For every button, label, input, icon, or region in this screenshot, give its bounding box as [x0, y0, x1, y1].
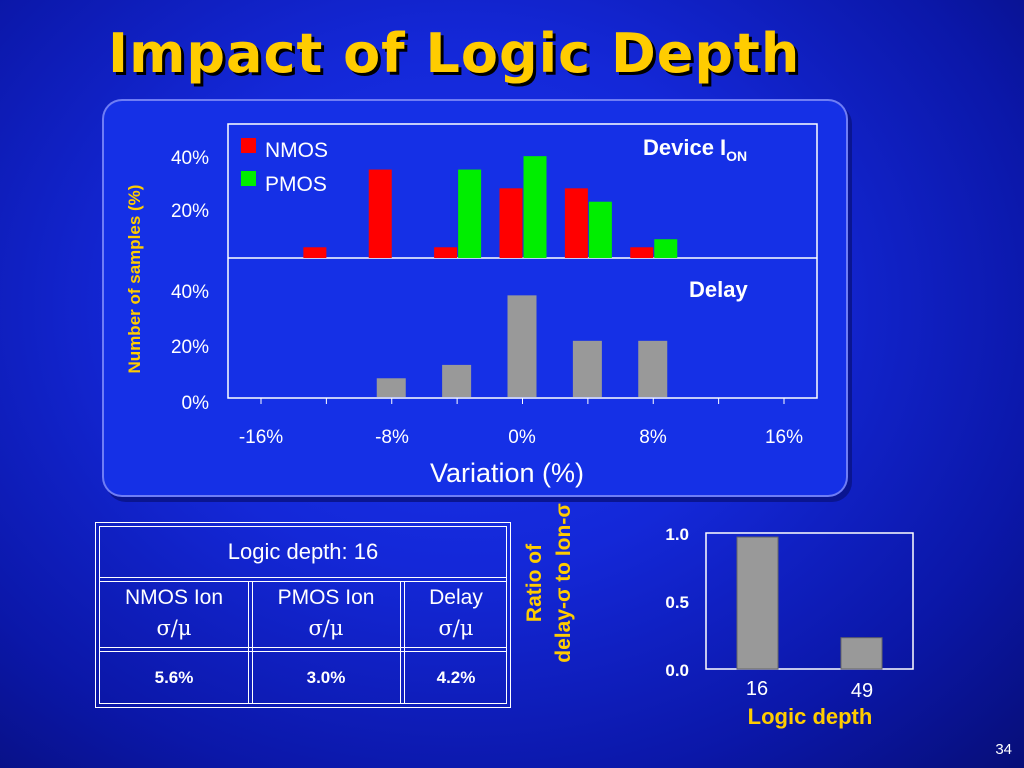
table-header: PMOS Ion σ/μ: [252, 583, 400, 647]
bar-nmos: [499, 188, 523, 258]
bar-nmos: [630, 247, 654, 258]
slide-title: Impact of Logic Depth: [108, 22, 801, 85]
bar-pmos: [654, 239, 678, 258]
ion-bars: [303, 156, 678, 258]
legend-swatch-nmos: [241, 138, 256, 153]
bar-nmos: [564, 188, 588, 258]
ratio-y-tick-0: 0.0: [665, 661, 689, 680]
ratio-x-tick-16: 16: [746, 678, 768, 700]
table-header: Delay σ/μ: [404, 583, 508, 647]
bar-delay: [376, 378, 406, 397]
header-unit: σ/μ: [438, 616, 474, 640]
ratio-x-tick-49: 49: [851, 680, 873, 702]
bar-delay: [572, 340, 602, 397]
legend-swatch-pmos: [241, 171, 256, 186]
x-tick-marks: [260, 398, 785, 404]
header-unit: σ/μ: [308, 616, 344, 640]
header-label: Delay: [429, 586, 483, 609]
bar-pmos: [588, 201, 612, 258]
ratio-bar: [736, 536, 779, 670]
x-tick-label: 8%: [639, 427, 667, 448]
page-number: 34: [995, 741, 1012, 758]
header-unit: σ/μ: [156, 616, 192, 640]
y-tick-delay-0: 0%: [182, 393, 210, 414]
bar-delay: [442, 364, 472, 397]
table-value-pmos: 3.0%: [306, 668, 346, 687]
y-tick-ion-40: 40%: [171, 148, 209, 169]
delay-bars: [376, 295, 668, 397]
header-label: PMOS Ion: [277, 586, 375, 609]
x-tick-label: 0%: [508, 427, 536, 448]
table-value-nmos: 5.6%: [154, 668, 194, 687]
x-tick-label: -8%: [375, 427, 409, 448]
y-tick-delay-40: 40%: [171, 282, 209, 303]
device-ion-annotation: Device ION: [643, 135, 747, 164]
table-value-delay: 4.2%: [436, 668, 476, 687]
stats-table: Logic depth: 16 NMOS Ion σ/μ PMOS Ion σ/…: [95, 522, 511, 708]
bar-nmos: [434, 247, 458, 258]
bar-nmos: [368, 169, 392, 258]
bar-delay: [507, 295, 537, 397]
delay-annotation: Delay: [689, 277, 748, 302]
ratio-y-tick-1: 1.0: [665, 525, 689, 544]
table-title: Logic depth: 16: [227, 539, 379, 564]
ratio-label-line-2: delay-σ to Ion-σ: [552, 503, 575, 663]
bar-pmos: [523, 156, 547, 258]
legend-label-nmos: NMOS: [265, 139, 328, 162]
ratio-plot-frame: [705, 532, 914, 670]
ratio-y-tick-05: 0.5: [665, 593, 689, 612]
bar-pmos: [458, 169, 482, 258]
y-tick-ion-20: 20%: [171, 201, 209, 222]
ratio-bar: [840, 637, 883, 670]
table-header: NMOS Ion σ/μ: [100, 583, 248, 647]
y-axis-label: Number of samples (%): [125, 185, 144, 374]
x-tick-label: -16%: [239, 427, 283, 448]
ratio-label-line-1: Ratio of: [523, 543, 546, 623]
x-tick-label: 16%: [765, 427, 803, 448]
ratio-x-axis-label: Logic depth: [748, 704, 873, 729]
ratio-y-axis-label: Ratio of delay-σ to Ion-σ: [520, 478, 578, 688]
header-label: NMOS Ion: [124, 586, 224, 609]
ratio-bars: [736, 536, 883, 670]
x-axis-label: Variation (%): [430, 458, 584, 488]
y-tick-delay-20: 20%: [171, 337, 209, 358]
bar-nmos: [303, 247, 327, 258]
legend-label-pmos: PMOS: [265, 173, 327, 196]
bar-delay: [638, 340, 668, 397]
